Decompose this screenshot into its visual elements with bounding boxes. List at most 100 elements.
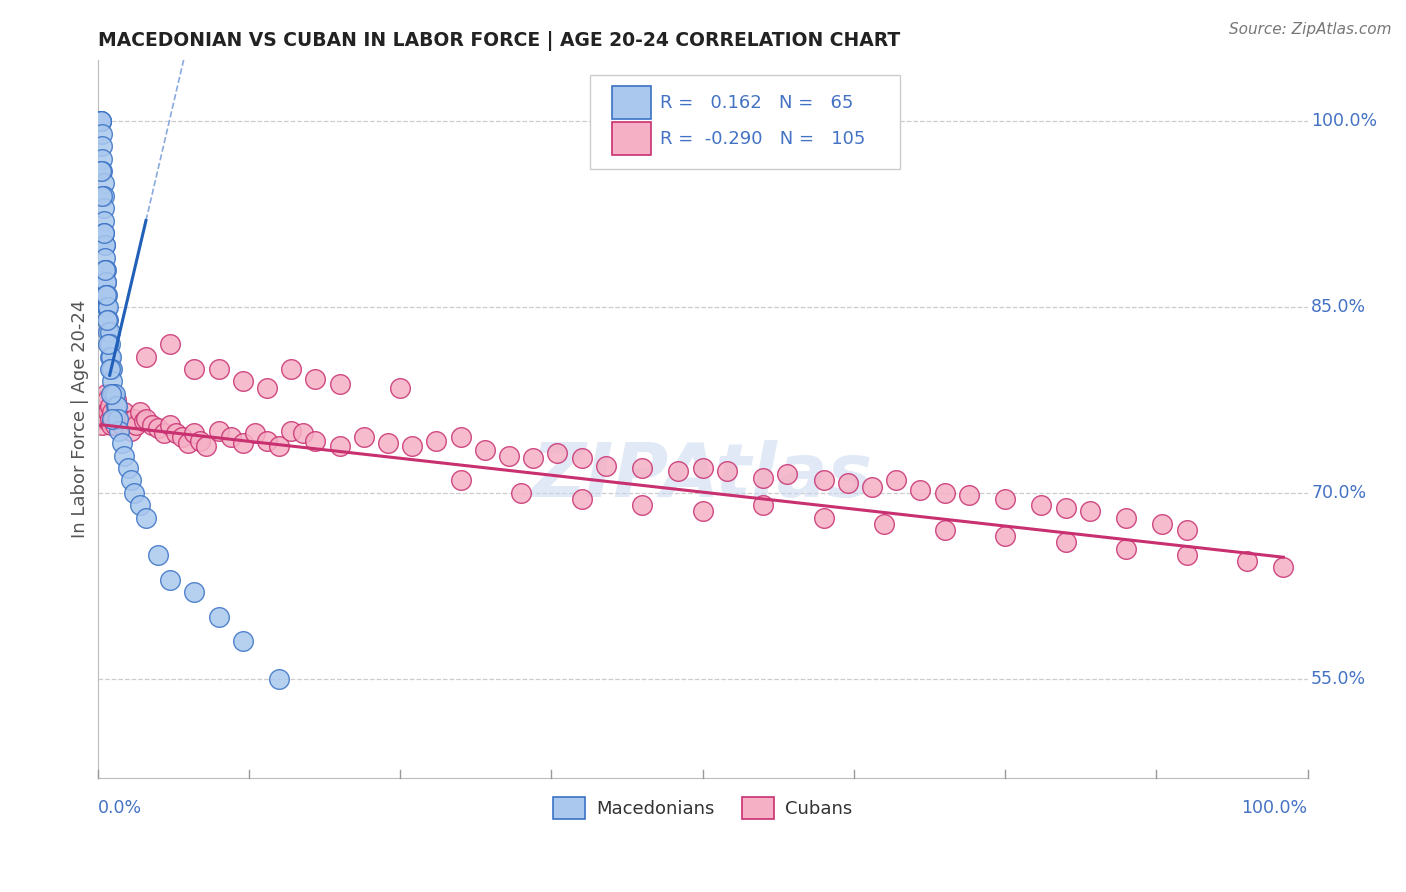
Point bbox=[101, 405, 124, 419]
Point bbox=[153, 426, 176, 441]
Point bbox=[1054, 500, 1077, 515]
Point bbox=[813, 510, 835, 524]
Point bbox=[267, 439, 290, 453]
FancyBboxPatch shape bbox=[612, 87, 651, 120]
Point bbox=[353, 430, 375, 444]
Point bbox=[93, 188, 115, 202]
Point bbox=[108, 424, 131, 438]
Point bbox=[120, 424, 142, 438]
Point bbox=[1175, 523, 1198, 537]
FancyBboxPatch shape bbox=[612, 122, 651, 155]
Point bbox=[1115, 510, 1137, 524]
Point bbox=[631, 461, 654, 475]
Y-axis label: In Labor Force | Age 20-24: In Labor Force | Age 20-24 bbox=[72, 300, 89, 538]
Point bbox=[994, 491, 1017, 506]
Text: 70.0%: 70.0% bbox=[1312, 483, 1367, 502]
Point bbox=[100, 387, 122, 401]
Point bbox=[98, 350, 121, 364]
Point bbox=[207, 424, 229, 438]
Legend: Macedonians, Cubans: Macedonians, Cubans bbox=[546, 789, 859, 826]
Point bbox=[474, 442, 496, 457]
Point bbox=[94, 276, 117, 290]
Point bbox=[571, 491, 593, 506]
Point bbox=[1031, 498, 1053, 512]
Point bbox=[195, 439, 218, 453]
Point bbox=[101, 411, 124, 425]
FancyBboxPatch shape bbox=[591, 76, 900, 169]
Point bbox=[595, 458, 617, 473]
Point bbox=[957, 488, 980, 502]
Point bbox=[190, 434, 212, 448]
Text: 55.0%: 55.0% bbox=[1312, 670, 1367, 688]
Point bbox=[172, 430, 194, 444]
Text: 0.0%: 0.0% bbox=[97, 799, 142, 817]
Point bbox=[631, 498, 654, 512]
Point bbox=[105, 405, 128, 419]
Point bbox=[90, 114, 112, 128]
Point bbox=[98, 325, 121, 339]
Point bbox=[425, 434, 447, 448]
Text: R =   0.162   N =   65: R = 0.162 N = 65 bbox=[661, 94, 853, 112]
Point bbox=[105, 399, 128, 413]
Point bbox=[93, 392, 115, 407]
Point bbox=[873, 516, 896, 531]
Point bbox=[135, 411, 157, 425]
Point bbox=[232, 375, 254, 389]
Point bbox=[183, 362, 205, 376]
Point bbox=[91, 164, 114, 178]
Point bbox=[112, 405, 135, 419]
Point bbox=[90, 114, 112, 128]
Point bbox=[90, 164, 112, 178]
Point bbox=[93, 226, 115, 240]
Point bbox=[389, 381, 412, 395]
Point bbox=[100, 362, 122, 376]
Point bbox=[280, 362, 302, 376]
Point bbox=[122, 486, 145, 500]
Text: 85.0%: 85.0% bbox=[1312, 298, 1367, 316]
Point bbox=[177, 436, 200, 450]
Point bbox=[100, 350, 122, 364]
Point bbox=[377, 436, 399, 450]
Point bbox=[716, 464, 738, 478]
Point bbox=[96, 287, 118, 301]
Point bbox=[159, 573, 181, 587]
Point bbox=[752, 498, 775, 512]
Point bbox=[510, 486, 533, 500]
Point bbox=[96, 411, 118, 425]
Point bbox=[813, 474, 835, 488]
Point bbox=[103, 411, 125, 425]
Point bbox=[107, 414, 129, 428]
Point bbox=[91, 127, 114, 141]
Point bbox=[93, 201, 115, 215]
Point bbox=[666, 464, 689, 478]
Point bbox=[546, 446, 568, 460]
Point bbox=[304, 372, 326, 386]
Point bbox=[94, 263, 117, 277]
Point bbox=[1152, 516, 1174, 531]
Point bbox=[94, 251, 117, 265]
Point bbox=[104, 399, 127, 413]
Point bbox=[120, 474, 142, 488]
Text: 100.0%: 100.0% bbox=[1312, 112, 1378, 130]
Point bbox=[94, 411, 117, 425]
Point bbox=[103, 417, 125, 432]
Point bbox=[135, 350, 157, 364]
Point bbox=[159, 417, 181, 432]
Point bbox=[98, 362, 121, 376]
Point bbox=[860, 480, 883, 494]
Point bbox=[98, 399, 121, 413]
Point bbox=[93, 213, 115, 227]
Point bbox=[97, 312, 120, 326]
Point bbox=[94, 287, 117, 301]
Point bbox=[97, 325, 120, 339]
Point bbox=[122, 411, 145, 425]
Point bbox=[207, 609, 229, 624]
Point bbox=[752, 471, 775, 485]
Point bbox=[450, 430, 472, 444]
Point bbox=[89, 114, 111, 128]
Point bbox=[183, 426, 205, 441]
Point bbox=[93, 405, 115, 419]
Point bbox=[329, 439, 352, 453]
Point bbox=[112, 449, 135, 463]
Point bbox=[90, 411, 112, 425]
